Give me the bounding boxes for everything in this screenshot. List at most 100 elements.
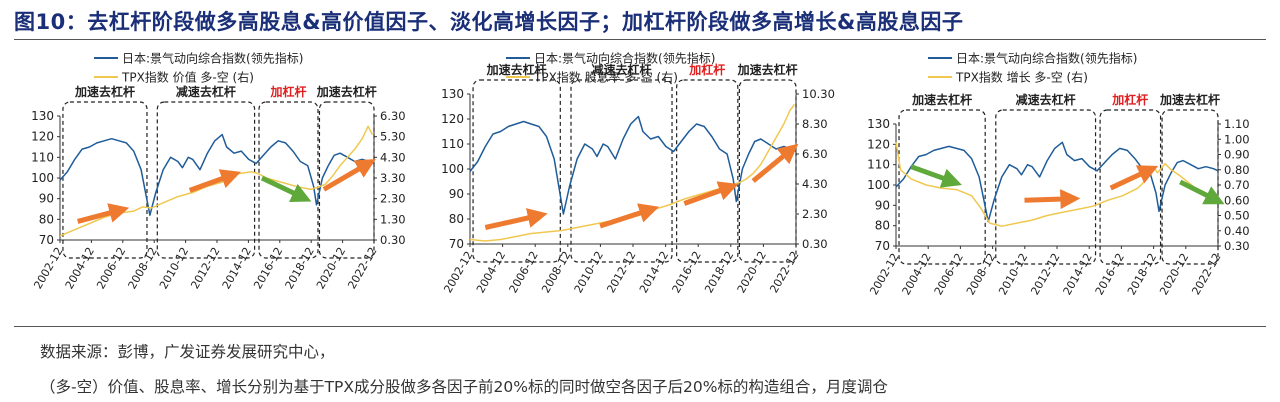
y-left-tick-label: 90 [875,198,890,212]
chart-panel-dividend: 日本:景气动向综合指数(领先指标) TPX指数 股息率 多-空 (右) 70 80 90… [430,44,840,306]
x-tick-label: 2014-12 [1061,251,1095,297]
data-source-note: 数据来源：彭博，广发证券发展研究中心， [40,343,335,361]
x-tick-label: 2012-12 [1028,251,1062,297]
y-right-tick-label: 0.60 [1224,193,1250,207]
trend-arrow [1024,189,1081,210]
phase-label: 加速去杠杆 [1159,92,1220,107]
trend-arrow [484,208,548,230]
y-right-tick-label: 0.70 [1224,178,1250,192]
factor-line [469,104,796,242]
chart-dividend-factor: 日本:景气动向综合指数(领先指标) TPX指数 股息率 多-空 (右) 70 80 90… [441,51,835,296]
trend-arrow [77,203,130,224]
y-right-tick-label: 2.30 [380,192,406,206]
y-right-tick-label: 2.30 [802,207,828,221]
legend-entry: TPX指数 价值 多-空 (右) [121,70,254,85]
trend-arrow [260,175,312,202]
chart-panel-value: 日本:景气动向综合指数(领先指标) TPX指数 价值 多-空 (右) 70 80 90 1… [14,44,414,306]
x-tick-label: 2010-12 [572,249,606,295]
phase-label: 加速去杠杆 [737,62,798,77]
y-left-tick-label: 120 [867,137,890,151]
phase-box [62,101,148,259]
chart-growth-factor: 日本:景气动向综合指数(领先指标) TPX指数 增长 多-空 (右) 70 80 90 1… [867,51,1250,298]
phase-label: 加速去杠杆 [316,84,377,99]
y-right-tick-label: 6.30 [802,147,828,161]
title-divider [14,39,1266,40]
y-left-tick-label: 100 [31,171,54,185]
phase-box [995,109,1097,265]
x-tick-label: 2016-12 [670,249,704,295]
legend-entry: 日本:景气动向综合指数(领先指标) [956,51,1137,66]
x-tick-label: 2010-12 [157,245,191,291]
x-tick-label: 2020-12 [735,249,769,295]
methodology-note: （多-空）价值、股息率、增长分别为基于TPX成分股做多各因子前20%标的同时做空… [40,378,888,396]
y-left-tick-label: 90 [39,192,54,206]
trend-arrow [751,143,799,183]
trend-arrow [322,158,376,192]
y-left-tick-label: 70 [39,233,54,247]
trend-arrow [188,169,241,193]
y-right-tick-label: 1.30 [380,212,406,226]
y-right-tick-label: 8.30 [802,117,828,131]
y-right-tick-label: 6.30 [380,109,406,123]
trend-arrow [910,164,962,188]
x-tick-label: 2016-12 [1093,251,1127,297]
x-tick-label: 2006-12 [94,245,128,291]
x-tick-label: 2016-12 [251,245,285,291]
y-right-tick-label: 0.80 [1224,163,1250,177]
x-tick-label: 2002-12 [441,249,475,295]
x-tick-label: 2014-12 [637,249,671,295]
y-left-tick-label: 80 [39,212,54,226]
phase-label: 加杠杆 [269,84,306,99]
factor-line [895,142,1217,227]
phase-box [898,109,986,265]
y-left-tick-label: 80 [875,219,890,233]
chart-value-factor: 日本:景气动向综合指数(领先指标) TPX指数 价值 多-空 (右) 70 80 90 1… [31,51,406,292]
x-tick-label: 2012-12 [188,245,222,291]
chart-panel-growth: 日本:景气动向综合指数(领先指标) TPX指数 增长 多-空 (右) 70 80 90 1… [850,44,1260,306]
x-tick-label: 2022-12 [767,249,801,295]
legend-entry: 日本:景气动向综合指数(领先指标) [122,51,303,66]
y-right-tick-label: 5.30 [380,130,406,144]
phase-label: 加速去杠杆 [911,92,972,107]
phase-label: 减速去杠杆 [1016,92,1076,107]
legend-entry: TPX指数 股息率 多-空 (右) [533,70,678,85]
x-tick-label: 2014-12 [220,245,254,291]
x-tick-label: 2010-12 [996,251,1030,297]
phase-label: 加速去杠杆 [486,62,547,77]
phase-label: 加杠杆 [1111,92,1148,107]
trend-arrow [683,181,739,206]
y-left-tick-label: 110 [31,150,54,164]
x-tick-label: 2018-12 [1125,251,1159,297]
x-tick-label: 2006-12 [507,249,541,295]
y-left-tick-label: 130 [867,117,890,131]
phase-box [156,101,256,259]
y-right-tick-label: 0.30 [1224,239,1250,253]
x-tick-label: 2008-12 [964,251,998,297]
x-tick-label: 2004-12 [474,249,508,295]
x-tick-label: 2008-12 [126,245,160,291]
y-right-tick-label: 4.30 [380,150,406,164]
y-right-tick-label: 1.10 [1224,117,1250,131]
phase-box [1099,109,1162,265]
phase-label: 减速去杠杆 [592,62,652,77]
y-left-tick-label: 80 [449,212,464,226]
y-left-tick-label: 110 [441,137,464,151]
x-tick-label: 2004-12 [63,245,97,291]
y-right-tick-label: 0.50 [1224,209,1250,223]
figure-title: 图10：去杠杆阶段做多高股息&高价值因子、淡化高增长因子；加杠杆阶段做多高增长&… [14,10,964,34]
phase-box [318,101,375,259]
trend-arrow [1179,179,1225,205]
phase-box [738,79,797,263]
x-tick-label: 2022-12 [345,245,379,291]
leading-index-line [469,115,797,215]
y-right-tick-label: 10.30 [802,87,835,101]
x-tick-label: 2018-12 [283,245,317,291]
phase-box [676,79,739,263]
x-tick-label: 2012-12 [604,249,638,295]
footnote-divider [14,326,1266,327]
phase-box [472,79,561,263]
y-left-tick-label: 120 [31,130,54,144]
phase-box [570,79,673,263]
legend-entry: TPX指数 增长 多-空 (右) [955,70,1088,85]
y-right-tick-label: 4.30 [802,177,828,191]
